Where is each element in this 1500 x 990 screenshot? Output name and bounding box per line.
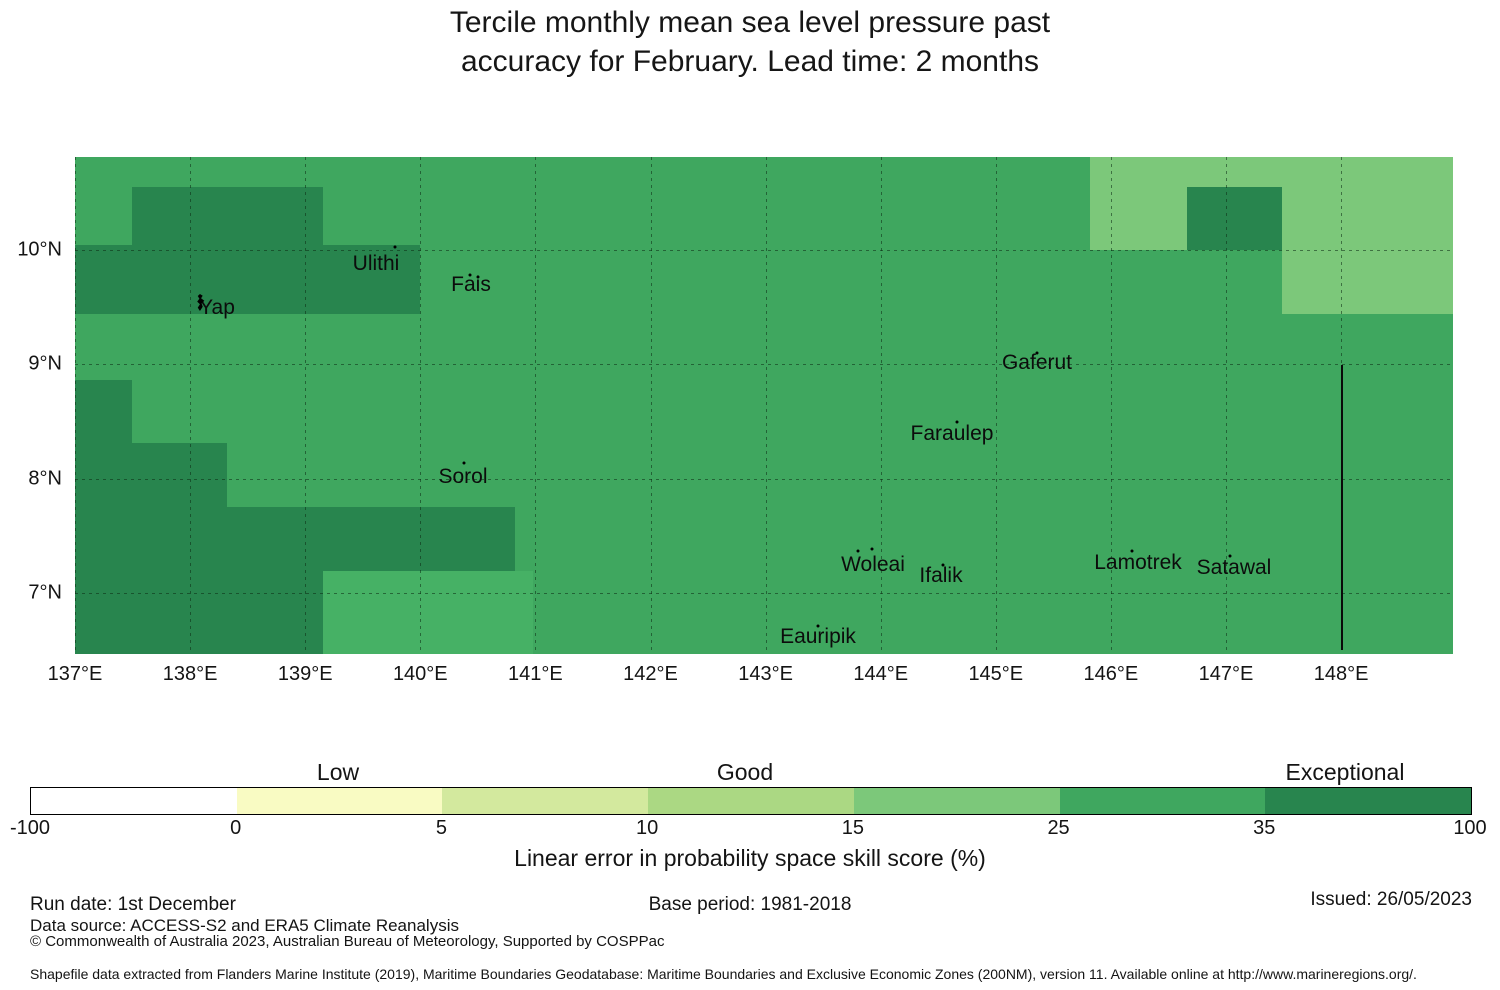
- island-label-eauripik: Eauripik: [780, 625, 856, 648]
- map-cell-skill-35-100: [1187, 187, 1282, 250]
- x-axis-tick-label: 142°E: [623, 663, 678, 685]
- colorbar: [30, 787, 1472, 815]
- map-cell-skill-15-25: [1282, 250, 1453, 314]
- colorbar-segment: [236, 788, 443, 814]
- map-cell-skill-35-100: [75, 245, 420, 314]
- map-cell-skill-35-100: [227, 507, 323, 654]
- island-marker-dot: [955, 420, 959, 424]
- colorbar-title: Linear error in probability space skill …: [514, 845, 986, 871]
- island-marker-dot: [468, 273, 472, 277]
- y-axis-tick-label: 10°N: [17, 238, 62, 261]
- colorbar-segment: [853, 788, 1060, 814]
- footer-base-period: Base period: 1981-2018: [648, 894, 852, 915]
- map-cell-skill-35-100: [132, 187, 323, 245]
- colorbar-category-low: Low: [316, 759, 360, 785]
- island-label-fais: Fais: [451, 273, 491, 296]
- map-cell-skill-15-25: [1090, 157, 1453, 187]
- gridline-vertical: [1226, 157, 1227, 654]
- x-axis-tick-label: 139°E: [277, 663, 333, 685]
- footer-run-date: Run date: 1st December: [30, 894, 236, 915]
- map-cell-skill-25-35-bright: [323, 571, 533, 654]
- footer-copyright: © Commonwealth of Australia 2023, Austra…: [30, 933, 665, 950]
- x-axis-tick-label: 148°E: [1313, 663, 1369, 685]
- gridline-vertical: [995, 157, 997, 654]
- colorbar-segment: [31, 788, 237, 814]
- eez-boundary-line: [1341, 365, 1343, 650]
- x-axis-tick-label: 141°E: [508, 663, 563, 685]
- footer-issued-date: Issued: 26/05/2023: [1310, 889, 1472, 910]
- x-axis-tick-label: 147°E: [1198, 663, 1254, 685]
- island-marker-dot: [1228, 554, 1232, 558]
- map-cell-skill-35-100: [323, 507, 515, 571]
- island-label-satawal: Satawal: [1196, 556, 1272, 579]
- island-label-ifalik: Ifalik: [919, 564, 963, 587]
- gridline-vertical: [305, 157, 307, 654]
- colorbar-tick-label: 10: [636, 817, 659, 839]
- y-axis-tick-label: 8°N: [28, 467, 62, 490]
- gridline-vertical: [765, 157, 767, 654]
- island-label-woleai: Woleai: [841, 553, 905, 576]
- colorbar-category-exceptional: Exceptional: [1285, 759, 1405, 785]
- map-cell-skill-15-25: [1282, 187, 1453, 250]
- x-axis-tick-label: 145°E: [968, 663, 1024, 685]
- yap-island-shape: [197, 294, 205, 311]
- island-marker-dot: [393, 245, 397, 249]
- island-marker-dot: [870, 547, 874, 551]
- y-axis-tick-label: 9°N: [28, 352, 62, 375]
- island-marker-dot: [816, 624, 820, 628]
- footer-data-source: Data source: ACCESS-S2 and ERA5 Climate …: [30, 916, 459, 935]
- gridline-vertical: [1110, 157, 1112, 654]
- x-axis-tick-label: 146°E: [1083, 663, 1139, 685]
- colorbar-tick-label: 0: [230, 817, 242, 839]
- gridline-horizontal: [75, 250, 1453, 251]
- island-marker-dot: [476, 275, 480, 279]
- colorbar-tick-label: 5: [435, 817, 447, 839]
- x-axis-tick-label: 144°E: [853, 663, 909, 685]
- island-label-gaferut: Gaferut: [1001, 351, 1073, 374]
- colorbar-tick-label: 25: [1047, 817, 1070, 839]
- island-label-ulithi: Ulithi: [352, 252, 400, 275]
- island-marker-dot: [1035, 351, 1039, 355]
- gridline-vertical: [535, 157, 537, 654]
- island-marker-dot: [1130, 549, 1134, 553]
- gridline-vertical: [420, 157, 422, 654]
- island-marker-dot: [941, 563, 945, 567]
- colorbar-tick-label: 35: [1253, 817, 1276, 839]
- colorbar-tick-label: 15: [841, 817, 864, 839]
- colorbar-segment: [442, 788, 649, 814]
- figure-title-line2: accuracy for February. Lead time: 2 mont…: [460, 45, 1040, 78]
- island-label-faraulep: Faraulep: [910, 422, 994, 445]
- footer-shapefile-attribution: Shapefile data extracted from Flanders M…: [30, 966, 1417, 982]
- island-label-yap: Yap: [199, 296, 235, 319]
- x-axis-tick-label: 143°E: [738, 663, 793, 685]
- gridline-vertical: [880, 157, 882, 654]
- island-marker-dot: [462, 461, 466, 465]
- island-marker-dot: [856, 549, 860, 553]
- map-area: Yap Ulithi Fais Sorol Gaferut Faraulep Woleai I…: [75, 157, 1453, 654]
- colorbar-segment: [648, 788, 854, 814]
- colorbar-tick-label: 100: [1453, 817, 1487, 839]
- x-axis-tick-label: 140°E: [392, 663, 448, 685]
- map-cell-skill-35-100: [75, 380, 132, 654]
- x-axis-tick-label: 137°E: [47, 663, 103, 685]
- x-axis-tick-label: 138°E: [162, 663, 218, 685]
- gridline-horizontal: [75, 593, 1453, 594]
- island-label-sorol: Sorol: [438, 465, 488, 488]
- colorbar-segment: [1059, 788, 1266, 814]
- map-cell-skill-15-25: [1090, 187, 1187, 250]
- map-cell-skill-35-100: [132, 443, 227, 654]
- colorbar-tick-label: -100: [9, 817, 51, 839]
- gridline-horizontal: [75, 364, 1453, 365]
- island-label-lamotrek: Lamotrek: [1094, 551, 1182, 574]
- colorbar-segment: [1265, 788, 1471, 814]
- gridline-horizontal: [75, 479, 1453, 480]
- figure-title-line1: Tercile monthly mean sea level pressure …: [449, 6, 1051, 39]
- colorbar-category-good: Good: [716, 759, 774, 785]
- gridline-vertical: [75, 157, 76, 654]
- gridline-vertical: [190, 157, 192, 654]
- y-axis-tick-label: 7°N: [28, 581, 62, 604]
- gridline-vertical: [650, 157, 652, 654]
- figure-title: Tercile monthly mean sea level pressure …: [0, 3, 1500, 81]
